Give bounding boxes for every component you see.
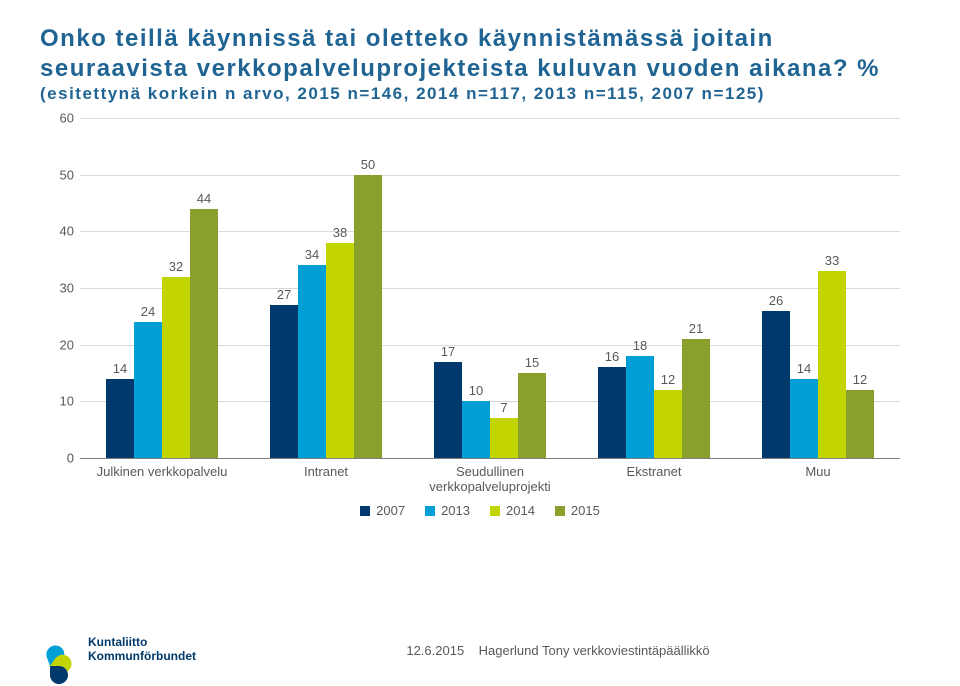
bar-value-label: 44 bbox=[197, 191, 211, 206]
logo-text: Kuntaliitto Kommunförbundet bbox=[88, 636, 196, 664]
footer-author: Hagerlund Tony verkkoviestintäpäällikkö bbox=[479, 643, 710, 658]
bar: 14 bbox=[790, 379, 818, 458]
bar-value-label: 26 bbox=[769, 293, 783, 308]
bar: 16 bbox=[598, 367, 626, 458]
y-axis-label: 0 bbox=[50, 451, 74, 466]
bar-group: 27343850 bbox=[270, 175, 382, 458]
bar-value-label: 27 bbox=[277, 287, 291, 302]
bar: 34 bbox=[298, 265, 326, 458]
y-axis-label: 30 bbox=[50, 281, 74, 296]
bar: 27 bbox=[270, 305, 298, 458]
bar-value-label: 12 bbox=[853, 372, 867, 387]
bar: 12 bbox=[846, 390, 874, 458]
bar: 18 bbox=[626, 356, 654, 458]
footer: Kuntaliitto Kommunförbundet 12.6.2015 Ha… bbox=[0, 632, 960, 668]
plot-area: 0102030405060142432442734385017107151618… bbox=[80, 118, 900, 458]
bar: 50 bbox=[354, 175, 382, 458]
bar-value-label: 16 bbox=[605, 349, 619, 364]
legend-swatch bbox=[425, 506, 435, 516]
bar: 33 bbox=[818, 271, 846, 458]
y-axis-label: 60 bbox=[50, 111, 74, 126]
y-axis-label: 50 bbox=[50, 167, 74, 182]
bar-value-label: 34 bbox=[305, 247, 319, 262]
bar-value-label: 12 bbox=[661, 372, 675, 387]
bar-value-label: 38 bbox=[333, 225, 347, 240]
bar: 15 bbox=[518, 373, 546, 458]
legend-label: 2015 bbox=[571, 503, 600, 518]
y-axis-label: 10 bbox=[50, 394, 74, 409]
category-labels: Julkinen verkkopalveluIntranetSeudulline… bbox=[80, 464, 900, 494]
bar: 12 bbox=[654, 390, 682, 458]
legend-swatch bbox=[555, 506, 565, 516]
bar: 26 bbox=[762, 311, 790, 458]
bar: 32 bbox=[162, 277, 190, 458]
bar-value-label: 10 bbox=[469, 383, 483, 398]
title-sub: (esitettynä korkein n arvo, 2015 n=146, … bbox=[40, 84, 765, 103]
bar: 7 bbox=[490, 418, 518, 458]
legend-label: 2014 bbox=[506, 503, 535, 518]
legend-swatch bbox=[360, 506, 370, 516]
category-label: Seudullinen verkkopalveluprojekti bbox=[410, 464, 570, 494]
bar-value-label: 21 bbox=[689, 321, 703, 336]
legend-swatch bbox=[490, 506, 500, 516]
bar-value-label: 15 bbox=[525, 355, 539, 370]
legend-item: 2013 bbox=[425, 503, 470, 518]
bar-group: 1710715 bbox=[434, 362, 546, 458]
bar: 24 bbox=[134, 322, 162, 458]
bar-group: 16181221 bbox=[598, 339, 710, 458]
logo-petal bbox=[50, 666, 68, 684]
legend-label: 2007 bbox=[376, 503, 405, 518]
bar: 44 bbox=[190, 209, 218, 458]
bar-value-label: 24 bbox=[141, 304, 155, 319]
bar: 38 bbox=[326, 243, 354, 458]
legend-label: 2013 bbox=[441, 503, 470, 518]
bar-value-label: 32 bbox=[169, 259, 183, 274]
title-main: Onko teillä käynnissä tai oletteko käynn… bbox=[40, 25, 880, 82]
legend-item: 2014 bbox=[490, 503, 535, 518]
y-axis-label: 20 bbox=[50, 337, 74, 352]
bar: 14 bbox=[106, 379, 134, 458]
footer-meta: 12.6.2015 Hagerlund Tony verkkoviestintä… bbox=[196, 643, 920, 658]
bar-value-label: 14 bbox=[113, 361, 127, 376]
bar: 10 bbox=[462, 401, 490, 458]
bar: 21 bbox=[682, 339, 710, 458]
bar-value-label: 18 bbox=[633, 338, 647, 353]
logo-mark bbox=[40, 632, 80, 668]
logo: Kuntaliitto Kommunförbundet bbox=[40, 632, 196, 668]
footer-date: 12.6.2015 bbox=[406, 643, 464, 658]
bar-group: 14243244 bbox=[106, 209, 218, 458]
y-axis-label: 40 bbox=[50, 224, 74, 239]
legend-item: 2007 bbox=[360, 503, 405, 518]
category-label: Julkinen verkkopalvelu bbox=[82, 464, 242, 494]
legend: 2007 2013 2014 2015 bbox=[40, 503, 920, 518]
bar-value-label: 14 bbox=[797, 361, 811, 376]
bar: 17 bbox=[434, 362, 462, 458]
bar-value-label: 50 bbox=[361, 157, 375, 172]
gridline bbox=[80, 458, 900, 459]
bar-value-label: 33 bbox=[825, 253, 839, 268]
category-label: Intranet bbox=[246, 464, 406, 494]
chart: 0102030405060142432442734385017107151618… bbox=[40, 118, 920, 518]
legend-item: 2015 bbox=[555, 503, 600, 518]
page-title: Onko teillä käynnissä tai oletteko käynn… bbox=[40, 24, 920, 104]
bar-group: 26143312 bbox=[762, 271, 874, 458]
category-label: Muu bbox=[738, 464, 898, 494]
bar-value-label: 17 bbox=[441, 344, 455, 359]
bar-groups: 142432442734385017107151618122126143312 bbox=[80, 118, 900, 458]
bar-value-label: 7 bbox=[500, 400, 507, 415]
category-label: Ekstranet bbox=[574, 464, 734, 494]
